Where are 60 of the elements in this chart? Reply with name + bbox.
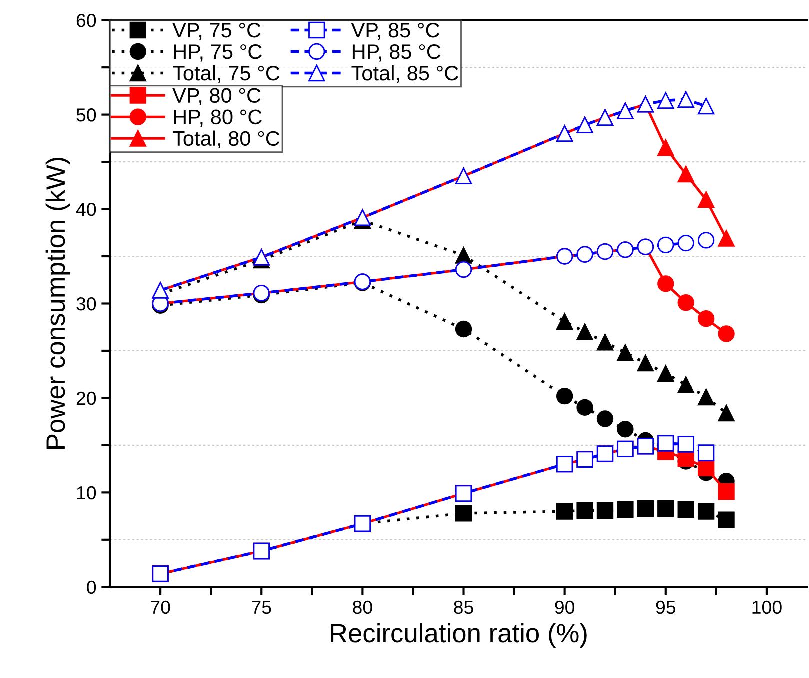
- y-tick-label: 0: [87, 580, 96, 594]
- point: [698, 191, 715, 208]
- point: [698, 503, 715, 520]
- point: [617, 344, 634, 362]
- point: [556, 388, 574, 405]
- point: [698, 388, 715, 406]
- x-tick-label: 90: [555, 600, 575, 614]
- point: [576, 324, 594, 340]
- y-tick-label: 30: [76, 297, 96, 311]
- x-axis-title: Recirculation ratio (%): [331, 623, 587, 648]
- point: [718, 483, 735, 500]
- point: [596, 334, 614, 351]
- point: [658, 140, 674, 156]
- x-tick-label: 70: [151, 600, 170, 614]
- point: [678, 501, 694, 518]
- legend-label: VP, 75 °C: [172, 22, 261, 40]
- legend-label: VP, 85 °C: [351, 22, 440, 40]
- legend-label: HP, 75 °C: [174, 44, 262, 62]
- point: [455, 505, 472, 522]
- x-tick-label: 100: [752, 600, 782, 614]
- point: [678, 166, 694, 183]
- point: [698, 310, 715, 328]
- point: [678, 376, 694, 394]
- point: [617, 421, 634, 438]
- point: [596, 502, 614, 519]
- point: [698, 460, 715, 476]
- point: [576, 502, 594, 519]
- legend-label: VP, 80 °C: [172, 88, 261, 106]
- legend-label: Total, 85 °C: [352, 65, 458, 84]
- point: [637, 354, 654, 372]
- point: [637, 500, 654, 518]
- point: [718, 230, 735, 247]
- point: [617, 501, 634, 518]
- y-tick-label: 50: [76, 108, 96, 122]
- point: [576, 399, 594, 416]
- legend-label: Total, 75 °C: [172, 65, 280, 84]
- legend-label: Total, 80 °C: [172, 130, 280, 149]
- y-tick-label: 60: [76, 14, 96, 28]
- y-tick-label: 10: [77, 486, 96, 500]
- y-tick-label: 40: [76, 202, 96, 216]
- point: [658, 276, 674, 292]
- x-tick-label: 85: [454, 600, 474, 614]
- point: [596, 410, 614, 428]
- point: [658, 435, 674, 452]
- point: [556, 503, 574, 520]
- x-tick-label: 95: [656, 600, 676, 614]
- y-axis-title: Power consumption (kW): [46, 158, 70, 449]
- point: [718, 326, 735, 342]
- legend-label: HP, 80 °C: [174, 110, 262, 128]
- point: [678, 294, 694, 312]
- x-tick-label: 80: [353, 600, 372, 614]
- y-tick-label: 20: [76, 392, 96, 406]
- point: [658, 365, 674, 382]
- legend-label: HP, 85 °C: [352, 44, 441, 62]
- point: [658, 500, 674, 518]
- point: [718, 404, 735, 422]
- x-tick-label: 75: [252, 601, 272, 614]
- point: [556, 313, 574, 330]
- point: [718, 512, 735, 528]
- point: [455, 320, 472, 338]
